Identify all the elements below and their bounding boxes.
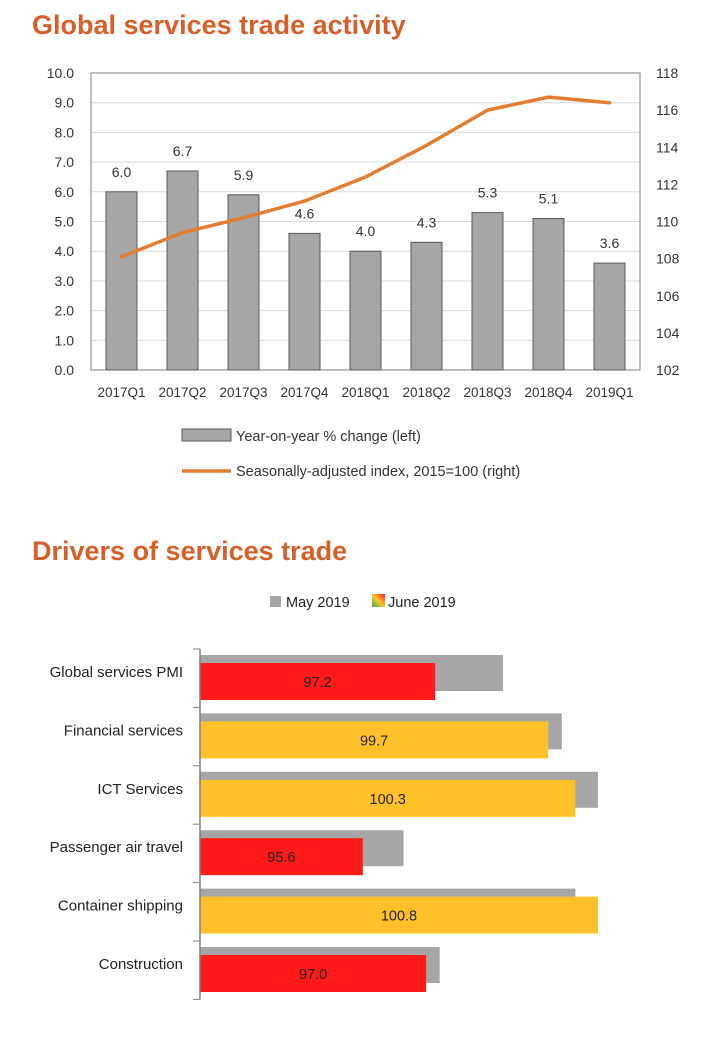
category-label: ICT Services [97,781,183,798]
left-axis-tick-label: 5.0 [55,214,75,230]
x-axis-tick-label: 2018Q1 [341,385,389,400]
bar-data-label: 4.0 [356,223,376,239]
x-axis-tick-label: 2019Q1 [585,385,633,400]
bar-data-label: 97.0 [299,967,327,983]
bar-data-label: 6.0 [112,164,132,180]
category-label: Global services PMI [50,664,183,681]
right-axis-tick-label: 108 [656,251,680,267]
right-axis-tick-label: 106 [656,288,680,304]
bar-yoy-change [593,262,626,371]
x-axis-tick-label: 2017Q1 [97,385,145,400]
legend-label-may: May 2019 [286,595,350,611]
bar-data-label: 5.1 [539,191,559,207]
bar-data-label: 4.3 [417,214,437,230]
left-axis-tick-label: 4.0 [55,243,75,259]
bar-yoy-change [288,232,321,371]
drivers-chart: May 2019 June 2019 97.2 Global services PMI… [50,594,598,1000]
legend-label-bar: Year-on-year % change (left) [236,429,421,445]
bar-june-2019 [200,955,427,992]
legend-swatch-may [270,596,281,607]
bar-june-2019 [200,663,436,700]
x-axis-tick-label: 2018Q2 [402,385,450,400]
legend-label-june: June 2019 [388,595,456,611]
bar-data-label: 100.8 [381,909,417,925]
left-axis-tick-label: 3.0 [55,273,75,289]
x-axis-tick-label: 2017Q4 [280,385,329,400]
bar-data-label: 97.2 [303,675,331,691]
bar-yoy-change [471,212,504,371]
x-axis-tick-label: 2017Q3 [219,385,267,400]
left-axis-tick-label: 0.0 [55,362,75,378]
category-label: Container shipping [58,898,183,915]
bar-data-label: 6.7 [173,143,193,159]
legend-label-line: Seasonally-adjusted index, 2015=100 (rig… [236,464,520,480]
category-label: Construction [99,956,183,973]
right-axis-tick-label: 116 [656,102,679,118]
legend-swatch-june [372,594,385,607]
right-axis-tick-label: 112 [656,176,679,192]
bar-data-label: 95.6 [267,850,295,866]
right-axis-tick-label: 114 [656,139,679,155]
category-label: Passenger air travel [50,839,183,856]
bar-yoy-change [349,250,382,371]
category-label: Financial services [64,722,183,739]
bar-june-2019 [200,896,598,934]
bar-yoy-change [227,194,260,371]
bar-yoy-change [166,170,199,371]
left-axis-tick-label: 1.0 [55,332,75,348]
right-axis-tick-label: 104 [656,325,680,341]
chart2-title: Drivers of services trade [32,536,348,566]
left-axis-tick-label: 2.0 [55,303,75,319]
x-axis-tick-label: 2017Q2 [158,385,206,400]
bar-june-2019 [200,838,363,876]
bar-data-label: 5.3 [478,185,498,201]
bar-data-label: 99.7 [360,733,388,749]
x-axis-tick-label: 2018Q3 [463,385,511,400]
left-axis-tick-label: 8.0 [55,124,75,140]
index-line [119,95,612,259]
right-axis-tick-label: 118 [656,65,679,81]
bar-data-label: 5.9 [234,167,254,183]
right-axis-tick-label: 102 [656,362,680,378]
legend-swatch-bar [181,428,232,442]
x-axis-tick-label: 2018Q4 [524,385,573,400]
trade-activity-chart: 0.0 1.0 2.0 3.0 4.0 5.0 6.0 7.0 8.0 9.0 10.0 102 104… [47,65,680,480]
left-axis-tick-label: 10.0 [47,65,74,81]
left-axis-tick-label: 6.0 [55,184,75,200]
bar-june-2019 [200,721,549,759]
bar-yoy-change [410,241,443,371]
bar-data-label: 4.6 [295,205,315,221]
bar-yoy-change [105,191,138,371]
left-axis-tick-label: 7.0 [55,154,75,170]
bar-data-label: 100.3 [370,792,406,808]
bar-yoy-change [532,218,565,371]
chart1-title: Global services trade activity [32,10,406,40]
bar-june-2019 [200,779,576,817]
left-axis-tick-label: 9.0 [55,95,75,111]
right-axis-tick-label: 110 [656,214,679,230]
bar-data-label: 3.6 [600,235,620,251]
